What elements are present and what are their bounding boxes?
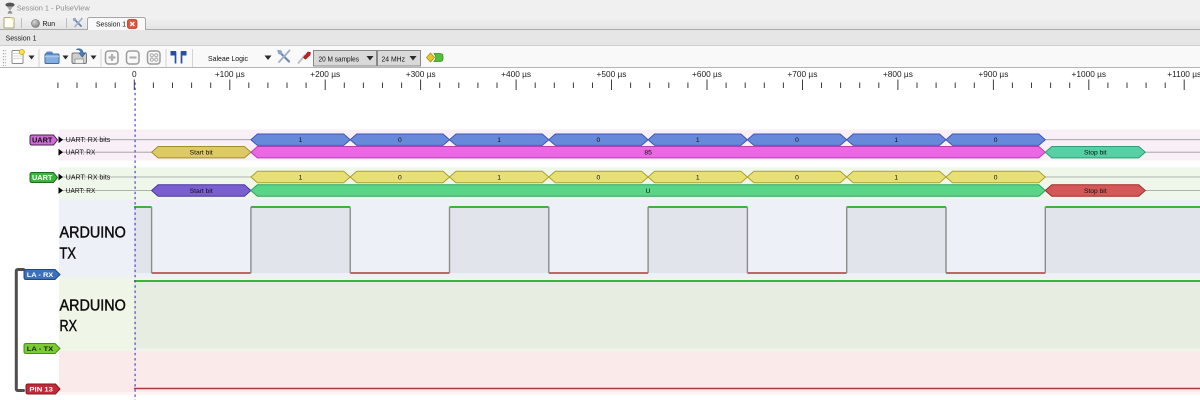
svg-text:U: U xyxy=(646,188,651,195)
svg-text:+600 µs: +600 µs xyxy=(692,69,722,79)
svg-text:1: 1 xyxy=(696,175,700,182)
svg-text:ARDUINO: ARDUINO xyxy=(60,298,126,315)
svg-text:UART: RX: UART: RX xyxy=(66,150,96,157)
svg-text:Stop bit: Stop bit xyxy=(1084,150,1107,157)
svg-text:RX: RX xyxy=(60,318,78,335)
svg-text:0: 0 xyxy=(398,137,402,144)
svg-text:0: 0 xyxy=(597,175,601,182)
svg-text:UART: UART xyxy=(32,136,53,145)
svg-text:LA - RX: LA - RX xyxy=(27,272,54,279)
svg-text:1: 1 xyxy=(299,137,303,144)
svg-text:1: 1 xyxy=(299,175,303,182)
svg-text:Session 1 - PulseView: Session 1 - PulseView xyxy=(17,4,91,13)
svg-text:20 M samples: 20 M samples xyxy=(319,54,360,63)
svg-text:+800 µs: +800 µs xyxy=(883,69,913,79)
svg-text:Stop bit: Stop bit xyxy=(1084,188,1107,195)
svg-text:0: 0 xyxy=(795,137,799,144)
svg-text:+700 µs: +700 µs xyxy=(787,69,817,79)
svg-text:UART: RX: UART: RX xyxy=(66,188,96,195)
svg-text:Session 1: Session 1 xyxy=(6,34,37,43)
svg-text:1: 1 xyxy=(894,137,898,144)
svg-text:1: 1 xyxy=(894,175,898,182)
svg-text:Start bit: Start bit xyxy=(190,150,213,157)
svg-text:85: 85 xyxy=(644,150,652,157)
svg-text:0: 0 xyxy=(132,69,137,79)
svg-text:1: 1 xyxy=(497,137,501,144)
svg-text:+300 µs: +300 µs xyxy=(406,69,436,79)
svg-text:1: 1 xyxy=(497,175,501,182)
svg-text:TX: TX xyxy=(60,246,77,263)
svg-text:+900 µs: +900 µs xyxy=(978,69,1008,79)
svg-text:Session 1: Session 1 xyxy=(96,20,126,29)
svg-text:+400 µs: +400 µs xyxy=(501,69,531,79)
svg-text:0: 0 xyxy=(994,175,998,182)
svg-text:+500 µs: +500 µs xyxy=(597,69,627,79)
svg-text:+200 µs: +200 µs xyxy=(310,69,340,79)
svg-text:1: 1 xyxy=(696,137,700,144)
svg-text:LA - TX: LA - TX xyxy=(27,346,54,353)
svg-text:0: 0 xyxy=(795,175,799,182)
svg-text:0: 0 xyxy=(398,175,402,182)
svg-text:Start bit: Start bit xyxy=(190,188,213,195)
svg-text:UART: RX bits: UART: RX bits xyxy=(66,175,111,182)
svg-text:+100 µs: +100 µs xyxy=(215,69,245,79)
svg-text:+1000 µs: +1000 µs xyxy=(1072,69,1107,79)
svg-text:UART: UART xyxy=(32,173,53,182)
svg-text:PIN 13: PIN 13 xyxy=(29,387,53,394)
svg-text:24 MHz: 24 MHz xyxy=(382,54,406,63)
svg-text:UART: RX bits: UART: RX bits xyxy=(66,137,111,144)
svg-text:+1100 µs: +1100 µs xyxy=(1167,69,1200,79)
svg-text:0: 0 xyxy=(597,137,601,144)
svg-text:Run: Run xyxy=(43,19,56,28)
svg-text:Saleae Logic: Saleae Logic xyxy=(208,54,248,63)
svg-text:ARDUINO: ARDUINO xyxy=(60,224,126,241)
svg-text:0: 0 xyxy=(994,137,998,144)
